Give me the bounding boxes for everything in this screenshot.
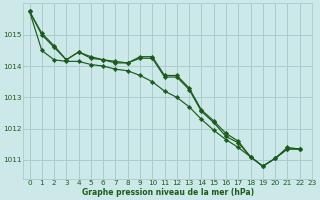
X-axis label: Graphe pression niveau de la mer (hPa): Graphe pression niveau de la mer (hPa) xyxy=(82,188,254,197)
